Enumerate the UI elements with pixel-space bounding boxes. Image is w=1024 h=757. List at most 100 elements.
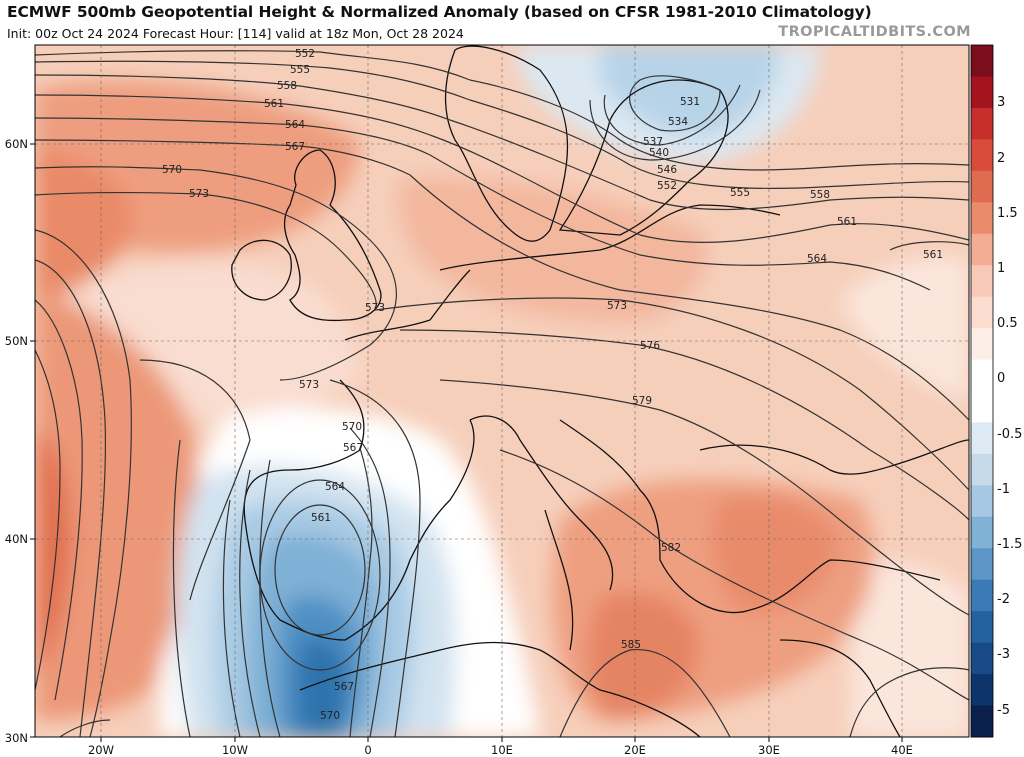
contour-573-east [329,379,421,737]
contour-label: 567 [343,442,363,454]
colorbar-label: 3 [997,95,1005,110]
latitude-axis: 60N 50N 40N 30N [5,137,35,745]
contour-570 [35,166,397,381]
colorbar-swatch [971,579,993,612]
lon-label-30e: 30E [758,743,780,757]
colorbar-label: -5 [997,703,1010,718]
contour-ridge-3 [35,259,107,737]
contour-label: 537 [643,136,663,148]
balkans-turkey-coast [559,419,941,614]
contour-label: 570 [320,710,340,722]
colorbar-label: -1.5 [997,537,1022,552]
colorbar-label: -0.5 [997,427,1022,442]
colorbar-swatch [971,359,993,392]
contour-label: 564 [325,481,345,493]
colorbar-swatch [971,202,993,235]
colorbar-swatch [971,265,993,298]
lat-label-30n: 30N [5,731,28,745]
contour-561-far-east [889,241,969,251]
contour-555-west [35,60,471,101]
contour-label: 555 [730,187,750,199]
contour-582 [499,449,969,701]
contour-ridge-4 [35,299,83,701]
contour-579 [439,379,969,616]
contour-label: 573 [365,302,385,314]
contour-561-west [35,94,431,136]
contour-567-south [349,447,373,737]
colorbar-swatch [971,516,993,549]
colorbar-label: 2 [997,151,1005,166]
contour-far-sw [59,719,111,737]
colorbar-label: -1 [997,482,1010,497]
contour-558-east [449,119,969,211]
contour-label: 561 [311,512,331,524]
contour-label: 561 [837,216,857,228]
north-africa-coast [299,641,701,737]
lat-label-50n: 50N [5,334,28,348]
contour-label: 552 [295,48,315,60]
contour-561-low [274,504,366,636]
contour-570-south [349,427,391,737]
lon-label-20w: 20W [88,743,114,757]
map-plot-area: 552 555 558 561 564 567 570 573 573 573 … [35,45,969,737]
contour-531 [629,75,721,132]
contour-558-west [35,74,451,121]
colorbar-swatch [971,611,993,644]
graticule [35,45,969,737]
contour-left-3 [259,459,281,737]
contour-label: 564 [807,253,827,265]
contour-label: 531 [680,96,700,108]
contour-552-west [35,50,471,81]
contour-564-east [429,154,931,291]
contour-label: 567 [334,681,354,693]
colorbar-swatch [971,548,993,581]
levant-coast [779,639,901,737]
contour-label: 546 [657,164,677,176]
colorbar-swatch [971,76,993,109]
ireland-coast [231,239,292,301]
colorbar-label: 0.5 [997,316,1018,331]
contour-labels: 552 555 558 561 564 567 570 573 573 573 … [162,48,943,722]
contour-label: 534 [668,116,688,128]
colorbar-swatch [971,485,993,518]
map-subtitle: Init: 00z Oct 24 2024 Forecast Hour: [11… [7,26,464,41]
map-title: ECMWF 500mb Geopotential Height & Normal… [7,3,872,21]
contour-label: 585 [621,639,641,651]
contour-label: 573 [607,300,627,312]
colorbar-swatch [971,107,993,140]
contour-label: 576 [640,340,660,352]
colorbar-swatch [971,170,993,203]
colorbar-swatch [971,233,993,266]
contour-label: 564 [285,119,305,131]
contour-label: 555 [290,64,310,76]
contour-567-west [35,139,411,176]
colorbar-swatch [971,674,993,707]
contour-567-east [409,174,969,421]
colorbar-label: 1 [997,261,1005,276]
contour-label: 579 [632,395,652,407]
coastlines [231,45,969,737]
italy-coast [469,415,614,651]
colorbar-swatch [971,139,993,172]
lon-label-10e: 10E [491,743,513,757]
contour-ridge-1 [139,359,251,601]
lat-label-40n: 40N [5,532,28,546]
colorbar-label: -3 [997,647,1010,662]
colorbar-swatch [971,391,993,423]
colorbar-swatch [971,45,993,77]
contour-label: 573 [189,188,209,200]
lon-label-40e: 40E [891,743,913,757]
anomaly-colorbar: 3 2 1.5 1 0.5 0 -0.5 -1 -1.5 -2 -3 -5 [970,44,1022,738]
contour-564-west [35,117,431,156]
colorbar-label: -2 [997,592,1010,607]
contour-label: 561 [923,249,943,261]
contour-se-1 [849,667,969,737]
colorbar-label: 1.5 [997,206,1018,221]
contour-label: 570 [162,164,182,176]
contour-552-east [469,79,969,171]
lon-label-20e: 20E [624,743,646,757]
colorbar-swatch [971,705,993,738]
contour-label: 558 [810,189,830,201]
contour-label: 570 [342,421,362,433]
